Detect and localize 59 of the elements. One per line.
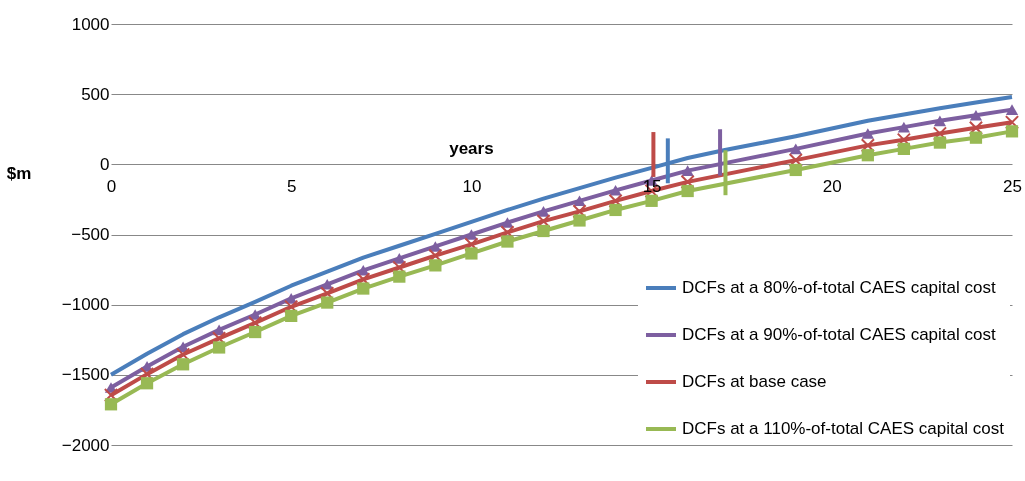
y-tick-label: −500 [71, 225, 110, 244]
x-axis-title: years [449, 139, 494, 159]
point [645, 194, 658, 207]
point [392, 260, 407, 275]
point [1005, 104, 1019, 115]
point [357, 282, 370, 295]
point [932, 126, 948, 141]
y-tick-label: −1000 [61, 295, 110, 315]
point [897, 142, 910, 156]
point [321, 296, 334, 309]
point [861, 128, 874, 139]
point [609, 203, 622, 217]
y-tick-label: 500 [81, 84, 110, 104]
legend-label: DCFs at base case [682, 372, 827, 391]
point [681, 184, 694, 198]
point [680, 174, 695, 189]
point [1005, 125, 1019, 138]
point [429, 259, 442, 272]
y-tick-label: 1000 [71, 14, 110, 34]
point [104, 398, 118, 411]
point [789, 143, 802, 155]
y-axis-title: $m [6, 164, 32, 184]
point [139, 367, 155, 382]
x-tick-label: 10 [462, 176, 482, 196]
point [897, 121, 910, 133]
point [788, 153, 803, 168]
point [213, 341, 226, 354]
point [428, 248, 443, 263]
point [573, 214, 586, 227]
point [681, 165, 694, 176]
point [103, 388, 119, 403]
point [140, 377, 154, 390]
x-tick-label: 25 [1003, 176, 1022, 196]
point [933, 115, 947, 127]
point [789, 163, 802, 177]
legend-label: DCFs at a 110%-of-total CAES capital cost [682, 419, 1005, 438]
legend-label: DCFs at a 80%-of-total CAES capital cost [682, 278, 996, 297]
point [860, 138, 875, 153]
point [969, 109, 983, 121]
point [393, 270, 406, 283]
x-tick-label: 5 [286, 176, 297, 196]
point [969, 131, 983, 144]
x-tick-label: 20 [822, 176, 842, 196]
point [285, 309, 298, 323]
point [933, 136, 947, 149]
y-tick-label: −1500 [61, 365, 110, 385]
point [249, 325, 262, 339]
point [1004, 115, 1020, 130]
point [501, 235, 514, 248]
point [968, 120, 984, 135]
legend-label: DCFs at a 90%-of-total CAES capital cost [682, 325, 996, 344]
point [861, 149, 874, 162]
point [537, 224, 550, 238]
point [896, 132, 911, 147]
point [573, 195, 586, 207]
point [465, 247, 478, 260]
point [176, 358, 190, 371]
y-tick-label: −2000 [61, 435, 110, 455]
y-tick-label: 0 [100, 154, 110, 174]
